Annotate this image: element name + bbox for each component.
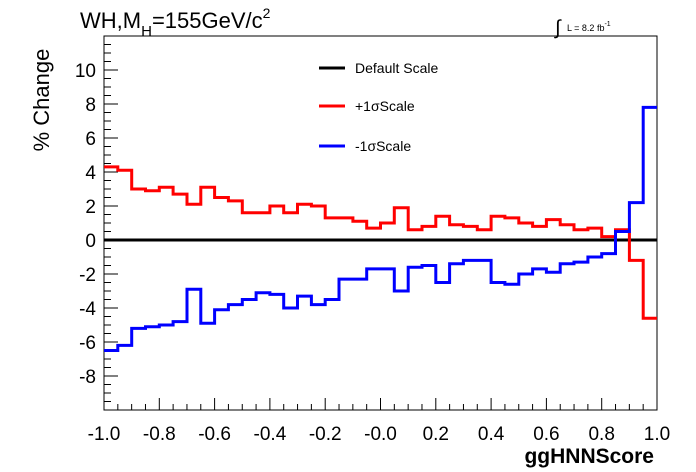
y-tick-label: 6: [85, 129, 96, 150]
series-line-1: [104, 165, 657, 320]
legend: Default Scale +1σScale -1σScale: [319, 60, 438, 154]
title: WH,MH=155GeV/c2: [80, 5, 271, 40]
y-tick-label: 2: [85, 197, 96, 218]
x-tick-label: -0.2: [309, 424, 342, 445]
y-tick-label: 10: [75, 61, 96, 82]
y-tick-label: 8: [85, 95, 96, 116]
data-series: [104, 105, 657, 352]
x-tick-label: -0.6: [198, 424, 231, 445]
y-tick-label: -2: [79, 265, 96, 286]
lumi-label: L = 8.2 fb-1: [567, 21, 611, 33]
y-tick-label: -6: [79, 333, 96, 354]
y-tick-label: 4: [85, 163, 96, 184]
x-tick-label: 0.4: [478, 424, 505, 445]
y-tick-label: 0: [85, 231, 96, 252]
x-tick-label: 0.2: [423, 424, 449, 445]
x-tick-label: 0.6: [533, 424, 559, 445]
x-tick-label: 1.0: [644, 424, 670, 445]
x-axis-title: ggHNNScore: [524, 445, 654, 468]
y-tick-label: -4: [79, 299, 96, 320]
y-axis-title: % Change: [29, 49, 54, 152]
integral-sign: ∫: [554, 17, 562, 39]
x-tick-label: -1.0: [88, 424, 121, 445]
x-tick-label: -0.8: [143, 424, 176, 445]
legend-label: +1σScale: [355, 98, 415, 114]
legend-label: Default Scale: [355, 60, 438, 76]
x-tick-label: 0.8: [588, 424, 614, 445]
legend-label: -1σScale: [355, 138, 411, 154]
x-tick-label: -0.0: [364, 424, 397, 445]
x-tick-label: -0.4: [254, 424, 287, 445]
series-line-2: [104, 105, 657, 352]
axes: -1.0 -0.8 -0.6 -0.4 -0.2 -0.0 0.2 0.4 0.6 0.8 1.0 -…: [75, 35, 670, 445]
y-tick-label: -8: [79, 367, 96, 388]
